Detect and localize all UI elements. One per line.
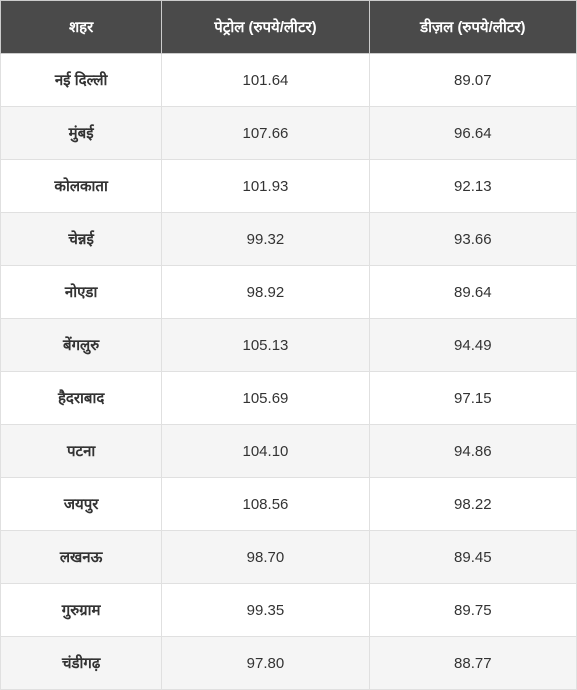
petrol-cell: 104.10 <box>162 425 369 478</box>
diesel-cell: 89.64 <box>369 266 576 319</box>
city-cell: हैदराबाद <box>1 372 162 425</box>
diesel-cell: 89.45 <box>369 531 576 584</box>
diesel-cell: 96.64 <box>369 107 576 160</box>
petrol-cell: 99.32 <box>162 213 369 266</box>
table-row: मुंबई 107.66 96.64 <box>1 107 577 160</box>
city-cell: नोएडा <box>1 266 162 319</box>
diesel-cell: 94.86 <box>369 425 576 478</box>
diesel-cell: 93.66 <box>369 213 576 266</box>
city-cell: नई दिल्ली <box>1 54 162 107</box>
column-header-city: शहर <box>1 1 162 54</box>
diesel-cell: 94.49 <box>369 319 576 372</box>
diesel-cell: 92.13 <box>369 160 576 213</box>
table-row: पटना 104.10 94.86 <box>1 425 577 478</box>
table-row: नोएडा 98.92 89.64 <box>1 266 577 319</box>
diesel-cell: 98.22 <box>369 478 576 531</box>
fuel-price-table-container: शहर पेट्रोल (रुपये/लीटर) डीज़ल (रुपये/ली… <box>0 0 577 690</box>
table-row: हैदराबाद 105.69 97.15 <box>1 372 577 425</box>
petrol-cell: 99.35 <box>162 584 369 637</box>
table-row: बेंगलुरु 105.13 94.49 <box>1 319 577 372</box>
table-row: लखनऊ 98.70 89.45 <box>1 531 577 584</box>
diesel-cell: 97.15 <box>369 372 576 425</box>
city-cell: चंडीगढ़ <box>1 637 162 690</box>
petrol-cell: 108.56 <box>162 478 369 531</box>
diesel-cell: 89.07 <box>369 54 576 107</box>
diesel-cell: 89.75 <box>369 584 576 637</box>
table-row: गुरुग्राम 99.35 89.75 <box>1 584 577 637</box>
city-cell: कोलकाता <box>1 160 162 213</box>
petrol-cell: 105.69 <box>162 372 369 425</box>
petrol-cell: 101.93 <box>162 160 369 213</box>
city-cell: मुंबई <box>1 107 162 160</box>
table-row: जयपुर 108.56 98.22 <box>1 478 577 531</box>
table-row: चेन्नई 99.32 93.66 <box>1 213 577 266</box>
petrol-cell: 98.70 <box>162 531 369 584</box>
table-row: नई दिल्ली 101.64 89.07 <box>1 54 577 107</box>
table-header: शहर पेट्रोल (रुपये/लीटर) डीज़ल (रुपये/ली… <box>1 1 577 54</box>
petrol-cell: 98.92 <box>162 266 369 319</box>
column-header-petrol: पेट्रोल (रुपये/लीटर) <box>162 1 369 54</box>
city-cell: लखनऊ <box>1 531 162 584</box>
table-row: कोलकाता 101.93 92.13 <box>1 160 577 213</box>
city-cell: चेन्नई <box>1 213 162 266</box>
petrol-cell: 101.64 <box>162 54 369 107</box>
petrol-cell: 107.66 <box>162 107 369 160</box>
column-header-diesel: डीज़ल (रुपये/लीटर) <box>369 1 576 54</box>
petrol-cell: 105.13 <box>162 319 369 372</box>
city-cell: पटना <box>1 425 162 478</box>
city-cell: जयपुर <box>1 478 162 531</box>
fuel-price-table: शहर पेट्रोल (रुपये/लीटर) डीज़ल (रुपये/ली… <box>0 0 577 690</box>
petrol-cell: 97.80 <box>162 637 369 690</box>
city-cell: बेंगलुरु <box>1 319 162 372</box>
diesel-cell: 88.77 <box>369 637 576 690</box>
city-cell: गुरुग्राम <box>1 584 162 637</box>
header-row: शहर पेट्रोल (रुपये/लीटर) डीज़ल (रुपये/ली… <box>1 1 577 54</box>
table-body: नई दिल्ली 101.64 89.07 मुंबई 107.66 96.6… <box>1 54 577 690</box>
table-row: चंडीगढ़ 97.80 88.77 <box>1 637 577 690</box>
